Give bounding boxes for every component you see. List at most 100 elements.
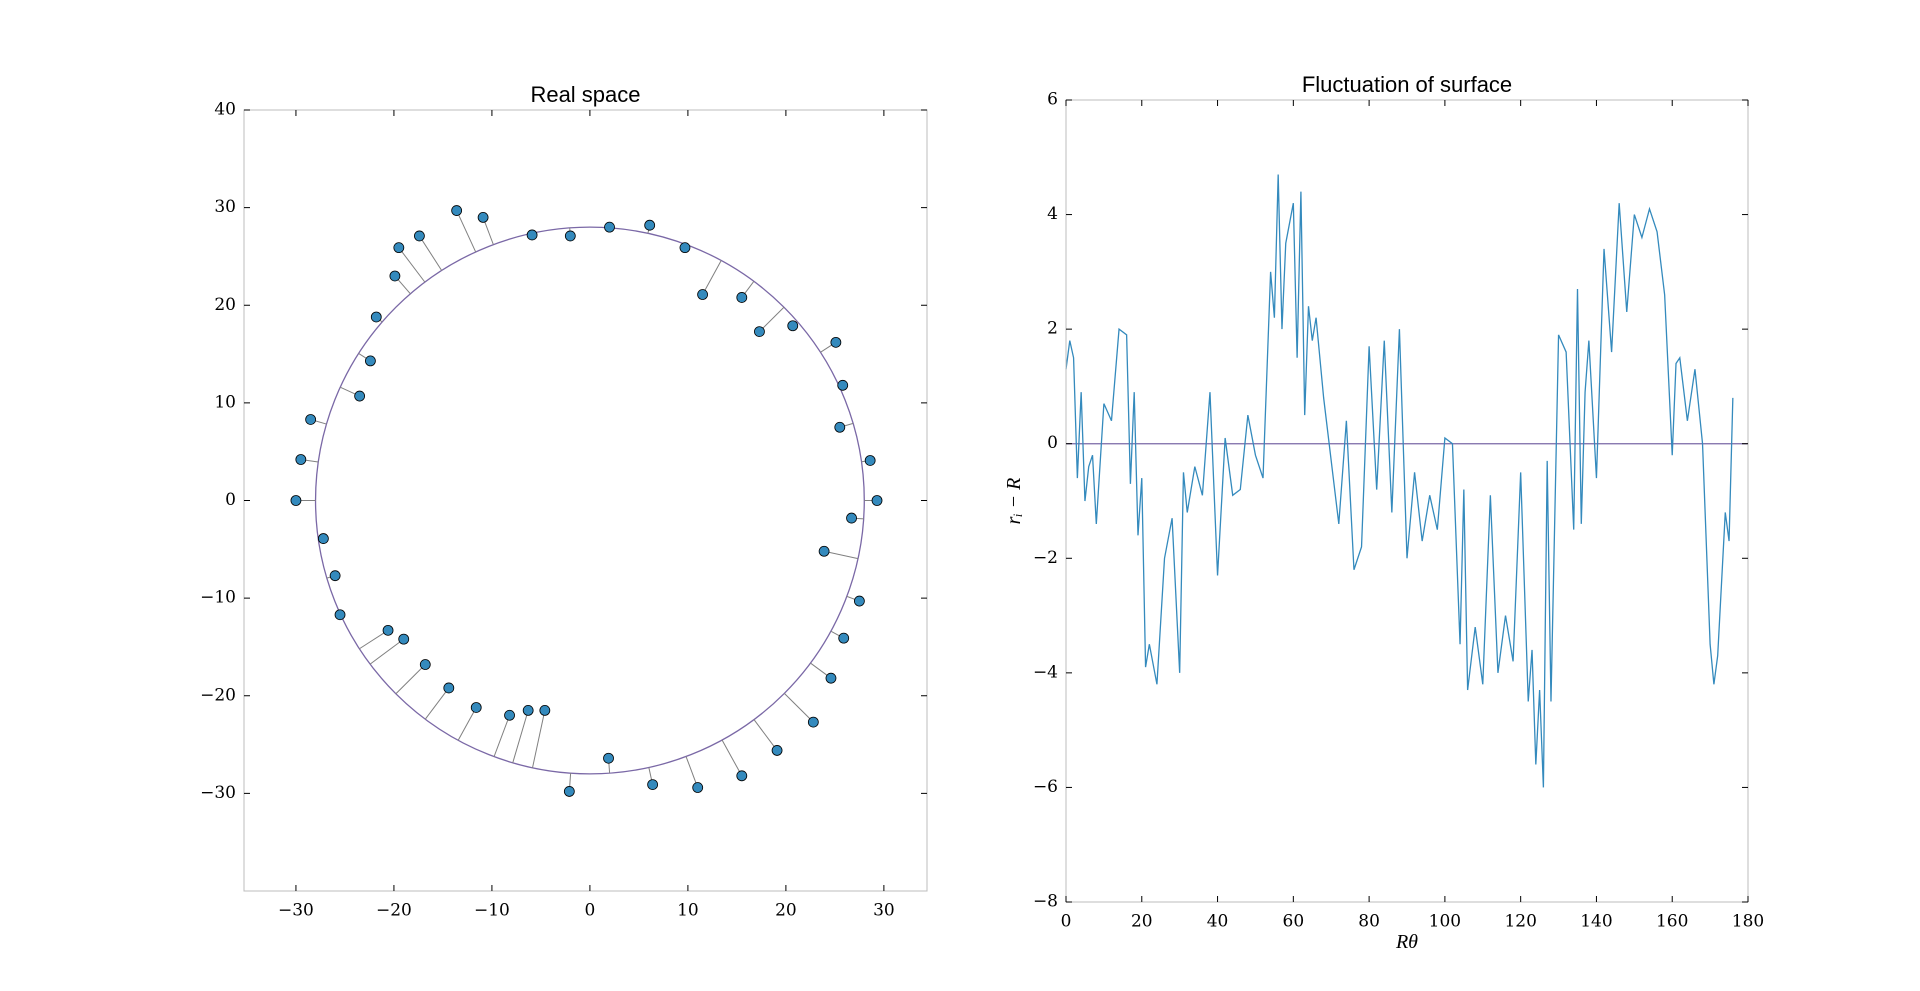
x-tick-label: 30 bbox=[873, 901, 895, 921]
point bbox=[563, 786, 575, 797]
point bbox=[604, 221, 615, 233]
point bbox=[470, 702, 482, 713]
x-tick-label: 20 bbox=[1131, 912, 1153, 932]
point bbox=[837, 379, 849, 391]
chart-title: Fluctuation of surface bbox=[1302, 72, 1512, 97]
y-tick-label: −20 bbox=[200, 685, 236, 705]
spoke bbox=[398, 247, 426, 283]
point bbox=[477, 211, 489, 223]
spoke bbox=[369, 638, 405, 665]
y-tick-label: −2 bbox=[1033, 548, 1058, 568]
point bbox=[787, 320, 799, 332]
point bbox=[522, 704, 534, 716]
point bbox=[838, 632, 850, 644]
point bbox=[864, 455, 876, 466]
y-tick-label: −8 bbox=[1033, 892, 1058, 912]
point bbox=[830, 336, 842, 348]
y-tick-label: 20 bbox=[214, 295, 236, 315]
point bbox=[692, 782, 704, 793]
spoke bbox=[424, 687, 450, 720]
spoke bbox=[702, 260, 722, 295]
point bbox=[365, 355, 376, 367]
series-line bbox=[1065, 174, 1734, 788]
x-axis-label: Rθ bbox=[1395, 931, 1418, 953]
point bbox=[295, 454, 307, 465]
point bbox=[818, 545, 830, 557]
x-tick-label: 140 bbox=[1580, 912, 1612, 932]
point bbox=[526, 229, 538, 241]
x-tick-label: 20 bbox=[775, 901, 797, 921]
point bbox=[414, 230, 425, 242]
y-tick-label: −4 bbox=[1033, 662, 1058, 682]
x-tick-label: 0 bbox=[584, 901, 595, 921]
point bbox=[382, 624, 394, 636]
point bbox=[305, 414, 317, 425]
point bbox=[504, 709, 515, 721]
spoke bbox=[721, 739, 743, 777]
point bbox=[539, 704, 551, 716]
point bbox=[697, 289, 708, 300]
y-tick-label: 0 bbox=[1047, 433, 1058, 453]
x-tick-label: 160 bbox=[1656, 912, 1688, 932]
point bbox=[317, 533, 329, 544]
x-tick-label: −10 bbox=[474, 901, 510, 921]
x-tick-label: −20 bbox=[376, 901, 412, 921]
x-tick-label: −30 bbox=[278, 901, 314, 921]
point bbox=[736, 292, 748, 303]
point bbox=[419, 659, 431, 670]
x-tick-label: 0 bbox=[1061, 912, 1072, 932]
point bbox=[871, 495, 883, 506]
point bbox=[679, 242, 691, 254]
spoke bbox=[824, 550, 859, 560]
x-tick-label: 80 bbox=[1358, 912, 1380, 932]
y-tick-label: 0 bbox=[225, 490, 236, 510]
point bbox=[846, 512, 857, 524]
point bbox=[290, 495, 302, 506]
point bbox=[754, 326, 765, 338]
x-tick-label: 40 bbox=[1207, 912, 1229, 932]
point bbox=[393, 242, 405, 254]
spoke bbox=[512, 710, 529, 763]
point bbox=[354, 390, 366, 402]
point bbox=[564, 230, 576, 242]
chart-title: Real space bbox=[530, 82, 640, 107]
point bbox=[736, 770, 748, 782]
x-tick-label: 180 bbox=[1732, 912, 1764, 932]
point bbox=[647, 779, 659, 790]
y-tick-label: −30 bbox=[200, 783, 236, 803]
point bbox=[834, 421, 846, 433]
axes-frame bbox=[1065, 99, 1749, 903]
spoke bbox=[493, 715, 511, 757]
x-tick-label: 10 bbox=[677, 901, 699, 921]
spoke bbox=[753, 719, 778, 751]
point bbox=[389, 270, 401, 282]
point bbox=[451, 205, 463, 216]
spoke bbox=[759, 306, 785, 332]
y-tick-label: 2 bbox=[1047, 319, 1058, 339]
spoke bbox=[685, 756, 699, 788]
point bbox=[443, 682, 455, 694]
x-tick-label: 120 bbox=[1504, 912, 1536, 932]
y-tick-label: 30 bbox=[214, 197, 236, 217]
point bbox=[807, 716, 819, 728]
y-tick-label: 4 bbox=[1047, 204, 1058, 224]
point bbox=[370, 311, 382, 323]
x-tick-label: 60 bbox=[1283, 912, 1305, 932]
spoke bbox=[457, 707, 477, 741]
point bbox=[398, 633, 410, 645]
y-tick-label: 40 bbox=[214, 100, 236, 120]
spoke bbox=[532, 710, 546, 768]
y-axis-label: rᵢ − R bbox=[1003, 478, 1025, 525]
y-tick-label: 6 bbox=[1047, 90, 1058, 110]
point bbox=[603, 752, 614, 764]
spoke bbox=[783, 693, 814, 723]
point bbox=[825, 672, 837, 684]
point bbox=[853, 595, 865, 607]
y-tick-label: −6 bbox=[1033, 777, 1058, 797]
point bbox=[329, 570, 341, 582]
y-tick-label: −10 bbox=[200, 588, 236, 608]
spoke bbox=[418, 235, 443, 271]
y-tick-label: 10 bbox=[214, 392, 236, 412]
spoke bbox=[456, 210, 477, 253]
